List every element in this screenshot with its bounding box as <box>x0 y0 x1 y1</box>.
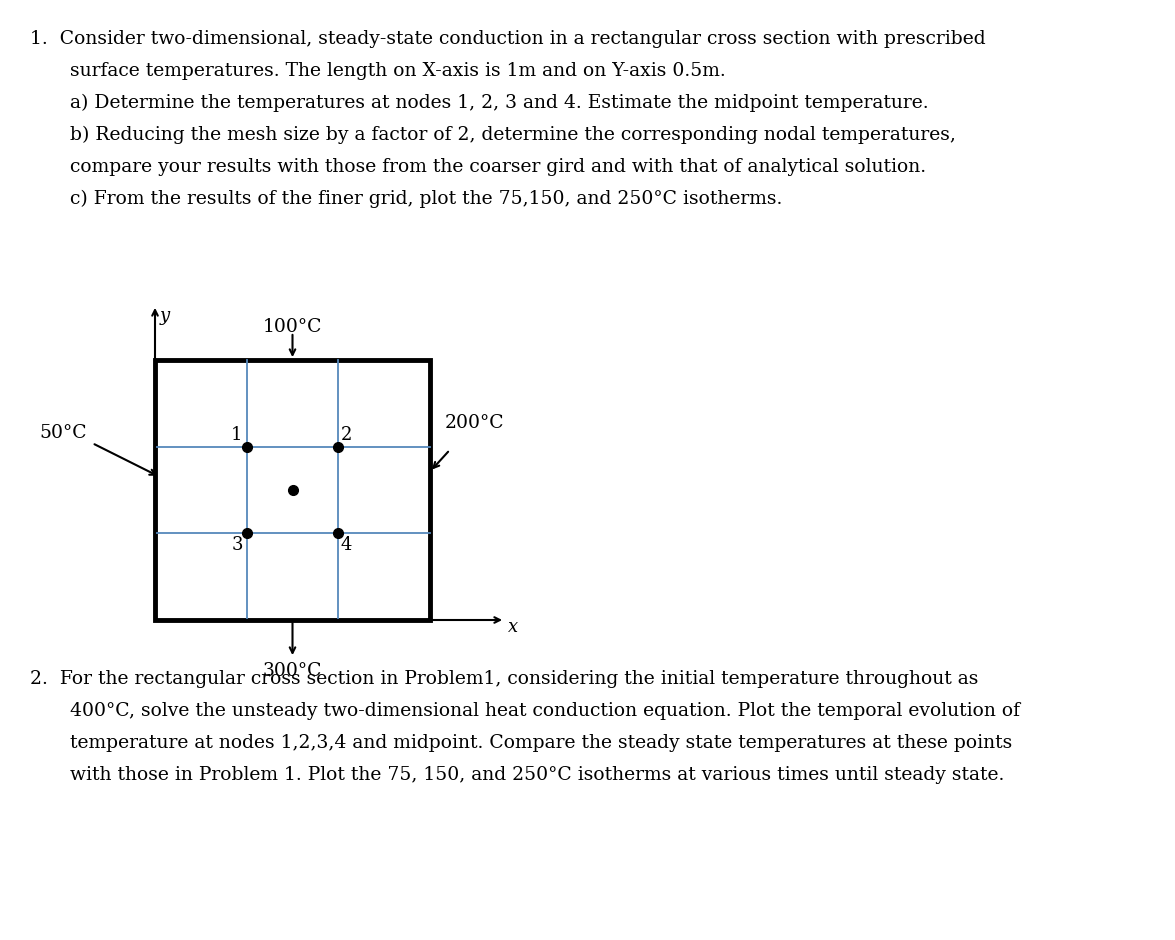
Text: c) From the results of the finer grid, plot the 75,150, and 250°C isotherms.: c) From the results of the finer grid, p… <box>70 190 783 209</box>
Text: 400°C, solve the unsteady two-dimensional heat conduction equation. Plot the tem: 400°C, solve the unsteady two-dimensiona… <box>70 702 1020 720</box>
Text: temperature at nodes 1,2,3,4 and midpoint. Compare the steady state temperatures: temperature at nodes 1,2,3,4 and midpoin… <box>70 734 1012 752</box>
Text: 50°C: 50°C <box>40 424 87 442</box>
Text: 2.  For the rectangular cross section in Problem1, considering the initial tempe: 2. For the rectangular cross section in … <box>31 670 979 688</box>
Text: surface temperatures. The length on X-axis is 1m and on Y-axis 0.5m.: surface temperatures. The length on X-ax… <box>70 62 726 80</box>
Text: x: x <box>508 618 518 636</box>
Text: compare your results with those from the coarser gird and with that of analytica: compare your results with those from the… <box>70 158 926 176</box>
Text: 3: 3 <box>231 537 243 555</box>
Text: 4: 4 <box>341 537 351 555</box>
Bar <box>155 360 430 620</box>
Text: a) Determine the temperatures at nodes 1, 2, 3 and 4. Estimate the midpoint temp: a) Determine the temperatures at nodes 1… <box>70 94 928 112</box>
Text: 300°C: 300°C <box>263 662 322 680</box>
Text: 2: 2 <box>341 426 351 444</box>
Text: 200°C: 200°C <box>445 414 504 431</box>
Text: 1: 1 <box>231 426 243 444</box>
Text: y: y <box>160 307 170 325</box>
Text: b) Reducing the mesh size by a factor of 2, determine the corresponding nodal te: b) Reducing the mesh size by a factor of… <box>70 126 956 144</box>
Text: with those in Problem 1. Plot the 75, 150, and 250°C isotherms at various times : with those in Problem 1. Plot the 75, 15… <box>70 766 1005 784</box>
Text: 100°C: 100°C <box>263 318 322 336</box>
Text: 1.  Consider two-dimensional, steady-state conduction in a rectangular cross sec: 1. Consider two-dimensional, steady-stat… <box>31 30 986 48</box>
